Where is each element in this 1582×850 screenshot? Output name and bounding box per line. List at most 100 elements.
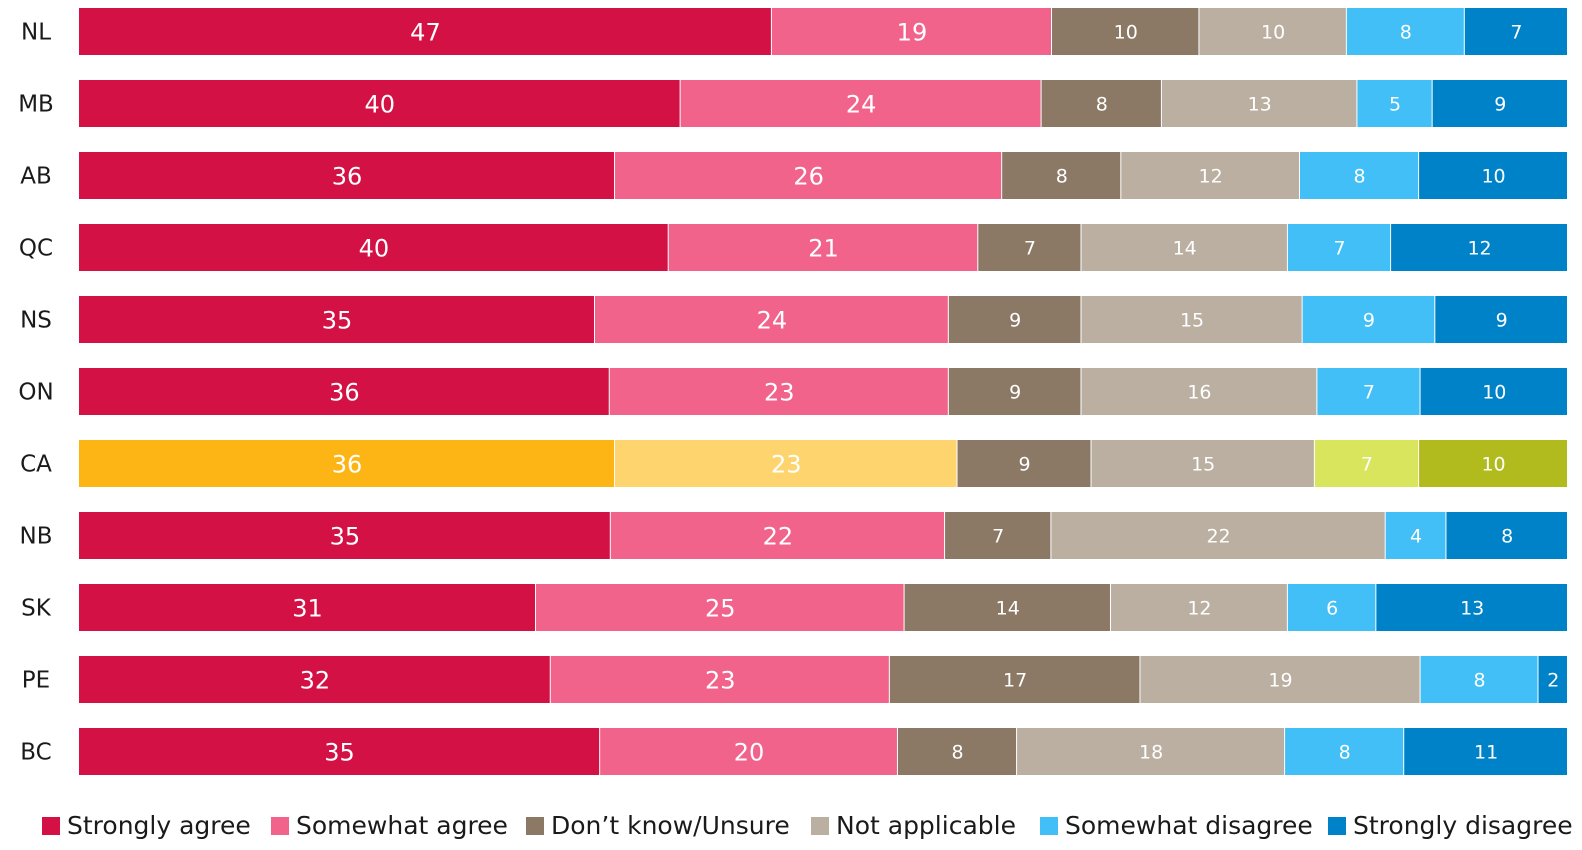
legend-label-somewhat-disagree: Somewhat disagree [1065,811,1313,840]
data-label-nb-strongly-agree: 35 [330,523,361,551]
data-label-bc-strongly-agree: 35 [324,739,355,767]
bar-segment-sk-strongly-disagree [1376,584,1567,631]
legend-swatch-strongly-agree [42,817,60,835]
data-label-qc-don-t-know-unsure: 7 [1024,238,1036,260]
data-label-ab-not-applicable: 12 [1199,166,1223,188]
data-label-ca-somewhat-agree: 23 [771,451,802,479]
data-label-mb-somewhat-agree: 24 [846,91,877,119]
data-label-on-somewhat-disagree: 7 [1363,382,1375,404]
data-label-ca-not-applicable: 15 [1191,454,1215,476]
bar-segment-ca-strongly-disagree [1419,440,1567,487]
data-label-bc-somewhat-agree: 20 [734,739,765,767]
data-label-nb-don-t-know-unsure: 7 [992,526,1004,548]
category-label-qc: QC [19,236,53,262]
data-label-sk-strongly-disagree: 13 [1460,598,1484,620]
legend-label-don-t-know-unsure: Don’t know/Unsure [551,811,790,840]
bar-segment-ca-somewhat-agree [615,440,957,487]
bar-segment-ab-don-t-know-unsure [1002,152,1121,199]
bar-segment-mb-strongly-agree [79,80,680,127]
data-label-bc-not-applicable: 18 [1139,742,1163,764]
bar-segment-sk-not-applicable [1110,584,1287,631]
legend-swatch-don-t-know-unsure [526,817,544,835]
bar-segment-ca-not-applicable [1091,440,1314,487]
bar-segment-ns-not-applicable [1081,296,1302,343]
bar-segment-nl-not-applicable [1199,8,1346,55]
bar-segment-qc-don-t-know-unsure [978,224,1081,271]
bar-segment-qc-somewhat-disagree [1287,224,1391,271]
data-label-nb-somewhat-agree: 22 [763,523,794,551]
data-label-nb-somewhat-disagree: 4 [1410,526,1422,548]
data-label-mb-don-t-know-unsure: 8 [1096,94,1108,116]
category-label-ns: NS [20,308,52,334]
data-label-on-not-applicable: 16 [1187,382,1211,404]
data-label-ab-strongly-disagree: 10 [1481,166,1505,188]
data-label-ca-strongly-agree: 36 [332,451,363,479]
bar-segment-pe-somewhat-disagree [1420,656,1538,703]
data-label-nl-somewhat-disagree: 8 [1400,22,1412,44]
data-label-nl-strongly-disagree: 7 [1510,22,1522,44]
data-label-ab-strongly-agree: 36 [332,163,363,191]
bar-segment-bc-not-applicable [1017,728,1285,775]
bar-segment-bc-somewhat-agree [600,728,897,775]
legend-swatch-not-applicable [811,817,829,835]
bar-segment-mb-somewhat-disagree [1357,80,1432,127]
category-label-nl: NL [21,20,51,46]
bar-segment-nl-strongly-disagree [1464,8,1567,55]
bar-segment-mb-strongly-disagree [1432,80,1567,127]
data-label-nl-somewhat-agree: 19 [897,19,928,47]
data-label-ab-somewhat-disagree: 8 [1353,166,1365,188]
data-label-qc-not-applicable: 14 [1173,238,1197,260]
bar-segment-ab-strongly-disagree [1419,152,1567,199]
bar-segment-pe-don-t-know-unsure [889,656,1140,703]
bar-segment-mb-not-applicable [1161,80,1357,127]
bar-segment-qc-strongly-agree [79,224,668,271]
category-label-ca: CA [20,452,52,478]
category-label-bc: BC [20,740,51,766]
bar-segment-ab-somewhat-disagree [1299,152,1419,199]
bar-segment-on-don-t-know-unsure [948,368,1081,415]
data-label-pe-somewhat-agree: 23 [705,667,736,695]
data-label-ab-don-t-know-unsure: 8 [1056,166,1068,188]
bar-segment-qc-strongly-disagree [1391,224,1567,271]
bar-segment-sk-strongly-agree [79,584,536,631]
bar-segment-nb-strongly-disagree [1446,512,1567,559]
bar-segment-pe-strongly-disagree [1538,656,1567,703]
legend-label-strongly-disagree: Strongly disagree [1353,811,1573,840]
bar-segment-qc-not-applicable [1081,224,1287,271]
bar-segment-pe-somewhat-agree [550,656,889,703]
bar-segment-ca-don-t-know-unsure [957,440,1091,487]
data-label-sk-somewhat-disagree: 6 [1326,598,1338,620]
bar-segment-ns-somewhat-agree [594,296,948,343]
data-label-pe-don-t-know-unsure: 17 [1003,670,1027,692]
data-label-mb-strongly-agree: 40 [365,91,396,119]
data-label-ns-somewhat-disagree: 9 [1363,310,1375,332]
bar-segment-nl-strongly-agree [79,8,771,55]
data-label-nl-strongly-agree: 47 [410,19,441,47]
legend-label-somewhat-agree: Somewhat agree [296,811,508,840]
data-label-pe-strongly-disagree: 2 [1547,670,1559,692]
data-label-ns-somewhat-agree: 24 [757,307,788,335]
bar-segment-on-not-applicable [1081,368,1317,415]
data-label-sk-don-t-know-unsure: 14 [996,598,1020,620]
bar-segment-ca-strongly-agree [79,440,615,487]
data-label-nb-not-applicable: 22 [1206,526,1230,548]
data-label-ca-somewhat-disagree: 7 [1361,454,1373,476]
data-label-qc-strongly-disagree: 12 [1467,238,1491,260]
data-label-mb-not-applicable: 13 [1248,94,1272,116]
bar-segment-ab-somewhat-agree [615,152,1002,199]
category-label-sk: SK [21,596,52,622]
bar-segment-bc-strongly-agree [79,728,600,775]
category-label-mb: MB [18,92,54,118]
bar-segment-pe-not-applicable [1140,656,1420,703]
bar-segment-sk-don-t-know-unsure [904,584,1110,631]
data-label-on-somewhat-agree: 23 [764,379,795,407]
bar-segment-on-somewhat-agree [609,368,948,415]
data-label-qc-somewhat-disagree: 7 [1333,238,1345,260]
data-label-ns-strongly-agree: 35 [322,307,353,335]
data-label-bc-strongly-disagree: 11 [1474,742,1498,764]
data-label-pe-strongly-agree: 32 [300,667,331,695]
data-label-pe-somewhat-disagree: 8 [1473,670,1485,692]
data-label-nl-not-applicable: 10 [1261,22,1285,44]
